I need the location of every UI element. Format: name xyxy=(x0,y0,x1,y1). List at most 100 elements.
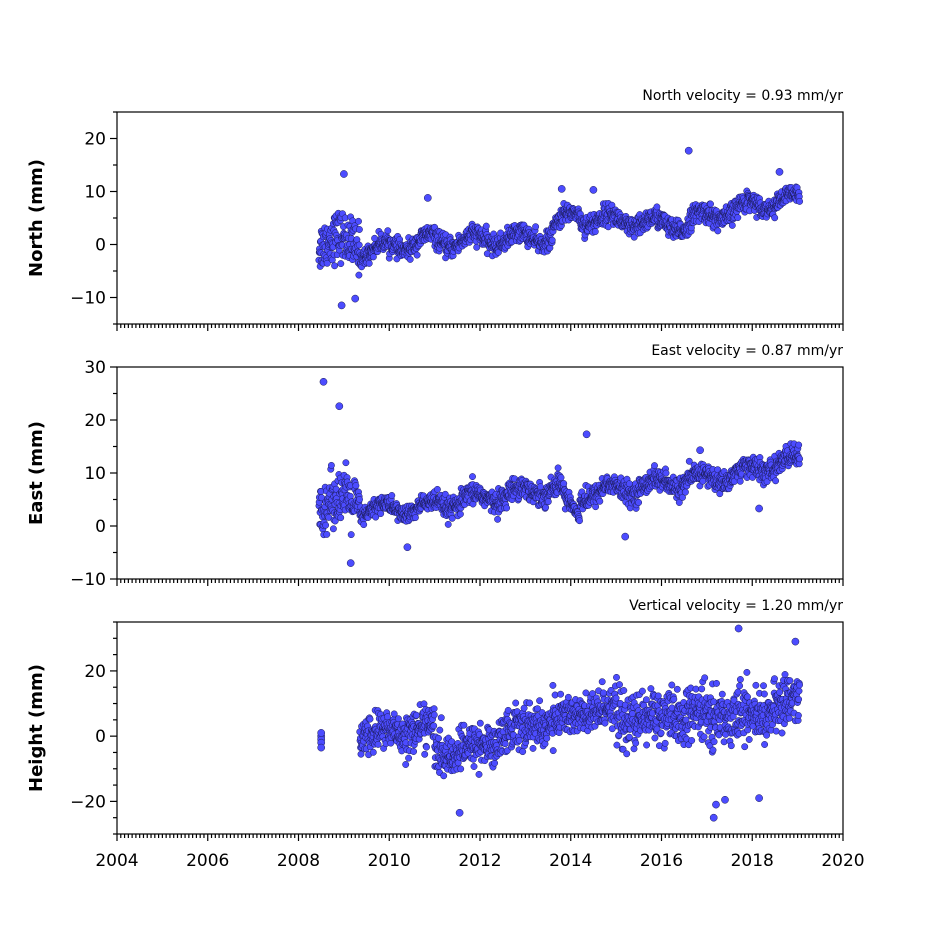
data-point xyxy=(771,675,778,683)
data-point xyxy=(653,203,661,211)
data-point xyxy=(554,464,562,472)
data-point xyxy=(355,226,363,233)
outlier-point xyxy=(340,170,348,178)
data-point xyxy=(734,688,742,696)
data-point xyxy=(662,469,670,477)
data-point xyxy=(692,685,700,693)
data-point xyxy=(501,740,509,748)
data-point xyxy=(475,770,483,778)
data-point xyxy=(456,510,464,518)
data-point xyxy=(544,498,552,506)
y-tick-label: 20 xyxy=(84,411,106,431)
y-tick-label: −10 xyxy=(70,289,106,309)
outlier-point xyxy=(337,301,346,310)
data-point xyxy=(411,514,419,522)
data-point xyxy=(651,734,659,742)
data-point xyxy=(710,738,718,746)
data-point xyxy=(515,736,523,744)
data-point xyxy=(714,227,722,235)
data-point xyxy=(470,763,478,770)
data-point xyxy=(526,699,534,707)
data-point xyxy=(596,497,604,505)
data-point xyxy=(491,759,499,767)
data-point xyxy=(557,690,565,698)
data-point xyxy=(701,674,709,682)
data-point xyxy=(635,499,643,506)
data-point xyxy=(394,715,402,723)
data-point xyxy=(673,685,681,693)
data-point xyxy=(460,721,468,729)
data-point xyxy=(543,734,551,742)
data-point xyxy=(736,682,744,690)
data-point xyxy=(752,681,760,689)
data-point xyxy=(632,739,640,747)
data-point xyxy=(670,695,678,703)
data-point xyxy=(369,253,377,261)
data-point xyxy=(642,696,650,704)
data-point xyxy=(760,682,767,690)
east-points xyxy=(315,377,804,567)
data-point xyxy=(628,710,636,718)
data-point xyxy=(688,737,696,744)
data-point xyxy=(372,513,380,521)
data-point xyxy=(482,222,490,230)
y-tick-label: −10 xyxy=(70,570,106,590)
data-point xyxy=(369,748,377,756)
data-point xyxy=(437,714,445,722)
data-point xyxy=(772,477,780,485)
data-point xyxy=(430,711,438,719)
data-point xyxy=(384,713,391,721)
data-point xyxy=(728,221,736,229)
data-point xyxy=(421,750,429,758)
data-point xyxy=(623,750,631,758)
north-velocity-title: North velocity = 0.93 mm/yr xyxy=(642,88,843,104)
data-point xyxy=(406,255,414,263)
data-point xyxy=(441,490,449,498)
data-point xyxy=(557,474,565,482)
data-point xyxy=(795,441,803,449)
data-point xyxy=(549,747,557,755)
outlier-point xyxy=(346,559,355,567)
data-point xyxy=(698,685,706,693)
data-point xyxy=(436,726,444,734)
y-tick-label: 30 xyxy=(84,358,106,378)
data-point xyxy=(512,699,520,707)
data-point xyxy=(616,681,623,689)
data-point xyxy=(430,705,438,713)
data-point xyxy=(760,690,768,698)
data-point xyxy=(476,719,484,727)
data-point xyxy=(430,722,438,730)
data-point xyxy=(720,738,728,746)
data-point xyxy=(743,668,751,676)
data-point xyxy=(405,754,413,762)
east-ylabel: East (mm) xyxy=(26,421,47,525)
data-point xyxy=(329,525,337,533)
data-point xyxy=(647,685,655,693)
data-point xyxy=(402,761,410,768)
data-point xyxy=(323,259,331,267)
outlier-point xyxy=(351,294,360,303)
data-point xyxy=(504,706,512,714)
data-point xyxy=(355,271,363,279)
data-point xyxy=(700,733,708,741)
data-point xyxy=(323,530,331,538)
data-point xyxy=(736,676,744,683)
data-point xyxy=(529,744,537,752)
data-point xyxy=(734,214,742,222)
y-tick-label: 0 xyxy=(95,517,106,537)
data-point xyxy=(771,214,779,222)
y-tick-label: 10 xyxy=(84,183,106,203)
outlier-point xyxy=(403,543,412,552)
data-point xyxy=(331,262,339,270)
data-point xyxy=(374,740,382,748)
outlier-point xyxy=(557,185,566,193)
data-point xyxy=(657,729,665,737)
data-point xyxy=(741,743,749,751)
data-point xyxy=(761,741,769,748)
data-point xyxy=(763,731,771,739)
outlier-point xyxy=(589,186,598,194)
data-point xyxy=(599,689,607,697)
data-point xyxy=(412,711,420,719)
